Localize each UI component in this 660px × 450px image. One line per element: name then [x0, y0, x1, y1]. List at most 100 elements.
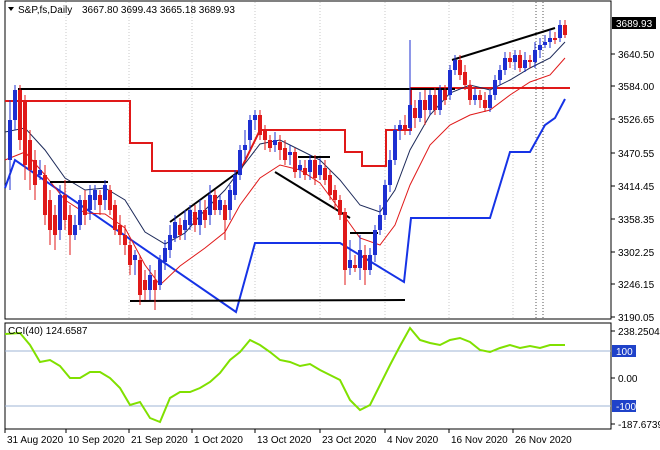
cci-tick-label: -100 — [616, 402, 636, 413]
candle-body — [163, 248, 167, 262]
candle-body — [393, 130, 397, 160]
candle-body — [173, 222, 177, 238]
cci-title: CCI(40) 124.6587 — [8, 326, 88, 337]
candle-body — [523, 60, 527, 68]
candle-body — [53, 215, 57, 235]
candle-body — [463, 72, 467, 85]
time-tick-label: 1 Oct 2020 — [194, 435, 243, 446]
time-tick-label: 10 Sep 2020 — [68, 435, 125, 446]
candle-body — [458, 60, 462, 75]
candle-body — [443, 90, 447, 100]
candle-body — [403, 125, 407, 130]
candle-body — [323, 168, 327, 180]
candle-body — [43, 175, 47, 215]
blue-step-line — [4, 98, 566, 314]
candle-body — [233, 175, 237, 195]
candle-body — [223, 205, 227, 220]
candle-body — [468, 85, 472, 100]
candle-body — [488, 95, 492, 108]
time-tick-label: 16 Nov 2020 — [451, 435, 508, 446]
candle-body — [363, 255, 367, 270]
candle-body — [503, 58, 507, 70]
candle-body — [333, 190, 337, 200]
candle-body — [513, 55, 517, 62]
candle-body — [178, 225, 182, 235]
price-tick-label: 3302.25 — [618, 248, 655, 259]
trend-lines — [18, 27, 556, 302]
price-tick-label: 3526.65 — [618, 115, 655, 126]
time-axis: 31 Aug 2020 10 Sep 2020 21 Sep 2020 1 Oct 2… — [4, 429, 572, 446]
candle-body — [248, 120, 252, 140]
triangle-down-icon[interactable] — [8, 7, 14, 11]
candle-body — [148, 275, 152, 290]
candle-body — [328, 175, 332, 195]
candle-body — [228, 190, 232, 210]
time-tick-label: 26 Nov 2020 — [515, 435, 572, 446]
candle-body — [48, 200, 52, 230]
candle-body — [433, 95, 437, 110]
candle-body — [28, 140, 32, 170]
candle-body — [438, 90, 442, 110]
candle-body — [88, 195, 92, 210]
candle-body — [298, 165, 302, 170]
time-tick-label: 31 Aug 2020 — [7, 435, 64, 446]
candle-body — [153, 280, 157, 290]
candle-body — [343, 212, 347, 270]
candle-body — [68, 215, 72, 235]
candle-body — [193, 212, 197, 225]
candle-body — [143, 280, 147, 290]
candle-body — [138, 260, 142, 295]
candle-body — [478, 95, 482, 100]
candle-body — [158, 260, 162, 285]
candle-body — [293, 152, 297, 172]
candle-body — [528, 60, 532, 62]
candle-body — [198, 210, 202, 225]
cci-axis: 238.2504 100 0.00 -100 -187.6739 — [611, 327, 660, 431]
candle-body — [498, 70, 502, 80]
candle-body — [73, 225, 77, 235]
last-price-box — [612, 17, 656, 29]
candle-body — [538, 45, 542, 50]
candle-body — [108, 190, 112, 210]
price-axis: 3640.50 3584.00 3526.65 3470.55 3414.45 3358.… — [611, 50, 655, 324]
candle-body — [278, 142, 282, 150]
candle-body — [113, 205, 117, 230]
cci-line — [4, 326, 565, 424]
candle-body — [208, 195, 212, 215]
cci-tick-label: -187.6739 — [618, 420, 660, 431]
candle-body — [348, 260, 352, 268]
candle-body — [548, 38, 552, 42]
candles — [8, 20, 567, 310]
candle-body — [258, 115, 262, 135]
candle-body — [558, 25, 562, 38]
candle-body — [493, 80, 497, 95]
candle-body — [398, 125, 402, 130]
candle-body — [213, 195, 217, 210]
candle-body — [253, 115, 257, 120]
price-tick-label: 3584.00 — [618, 82, 655, 93]
candle-body — [388, 160, 392, 185]
candle-body — [168, 235, 172, 250]
moving-average-red — [4, 57, 566, 286]
candle-body — [413, 108, 417, 118]
candle-body — [188, 210, 192, 225]
candle-body — [543, 42, 547, 45]
candle-body — [18, 90, 22, 140]
candle-body — [308, 160, 312, 172]
time-tick-label: 4 Nov 2020 — [387, 435, 439, 446]
candle-body — [98, 195, 102, 205]
price-tick-label: 3470.55 — [618, 149, 655, 160]
candle-body — [303, 168, 307, 175]
cci-level-box — [612, 400, 636, 412]
cci-pane-frame — [4, 322, 612, 430]
price-tick-label: 3190.05 — [618, 313, 655, 324]
candle-body — [78, 200, 82, 225]
cci-tick-label: 100 — [616, 347, 633, 358]
candle-body — [338, 200, 342, 215]
candle-body — [83, 200, 87, 215]
candle-body — [283, 148, 287, 160]
candle-body — [273, 140, 277, 145]
ohlc-values: 3667.80 3699.43 3665.18 3689.93 — [82, 5, 235, 16]
